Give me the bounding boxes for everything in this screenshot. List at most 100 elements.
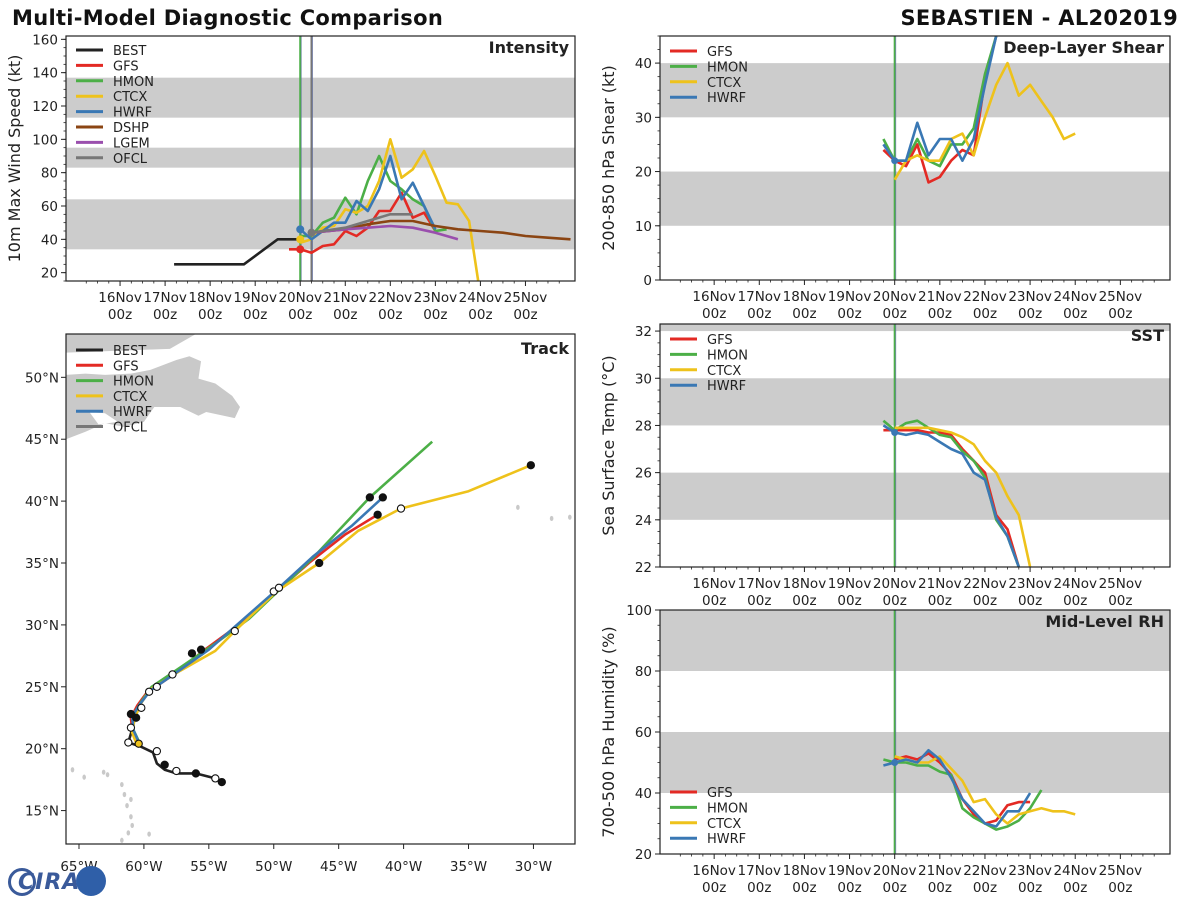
rh-xtick-label: 00z bbox=[883, 880, 907, 896]
track-marker bbox=[172, 766, 181, 776]
intensity-ytick-label: 60 bbox=[41, 199, 58, 215]
island bbox=[516, 504, 520, 510]
intensity-init-marker bbox=[307, 228, 316, 237]
rh-ytick-label: 60 bbox=[635, 725, 652, 741]
rh-title: Mid-Level RH bbox=[1045, 612, 1164, 631]
rh-xtick-label: 24Nov bbox=[1053, 863, 1097, 879]
intensity-series-lgem bbox=[311, 224, 459, 241]
sst-legend-label: GFS bbox=[707, 333, 733, 348]
track-marker bbox=[396, 504, 406, 513]
island bbox=[129, 796, 133, 803]
sst-ytick-label: 22 bbox=[635, 560, 652, 576]
track-lat-label: 20°N bbox=[25, 742, 59, 758]
track-marker bbox=[373, 510, 382, 519]
intensity-xtick-label: 00z bbox=[198, 307, 222, 323]
intensity-series-group bbox=[174, 138, 571, 281]
shear-xtick-label: 21Nov bbox=[918, 289, 962, 305]
island bbox=[130, 822, 135, 829]
intensity-ytick-label: 80 bbox=[41, 166, 58, 182]
track-marker bbox=[274, 583, 284, 592]
shear-legend-label: CTCX bbox=[707, 76, 741, 91]
sst-band bbox=[660, 472, 1170, 520]
shear-series-group bbox=[882, 36, 1076, 184]
shear-xtick-label: 00z bbox=[747, 306, 771, 322]
sst-xtick-label: 23Nov bbox=[1008, 576, 1052, 592]
island bbox=[590, 526, 594, 531]
rh-xtick-label: 17Nov bbox=[738, 863, 782, 879]
rh-xtick-label: 22Nov bbox=[963, 863, 1007, 879]
intensity-xtick-label: 00z bbox=[378, 307, 402, 323]
shear-xtick-label: 00z bbox=[837, 306, 861, 322]
storm-title: SEBASTIEN - AL202019 bbox=[900, 6, 1178, 30]
intensity-ytick-label: 140 bbox=[32, 66, 58, 82]
rh-init-marker bbox=[891, 759, 899, 766]
island bbox=[105, 772, 110, 778]
track-lat-label: 45°N bbox=[25, 432, 59, 448]
sst-xtick-label: 00z bbox=[747, 593, 771, 609]
intensity-xtick-label: 22Nov bbox=[369, 290, 413, 306]
shear-xtick-label: 00z bbox=[702, 306, 726, 322]
track-marker bbox=[315, 558, 324, 568]
sst-series-hwrf bbox=[882, 424, 1021, 567]
island bbox=[549, 515, 554, 522]
intensity-xtick-label: 00z bbox=[243, 307, 267, 323]
shear-chart: 01020304016Nov00z17Nov00z18Nov00z19Nov00… bbox=[599, 35, 1171, 322]
sst-xtick-label: 00z bbox=[883, 593, 907, 609]
intensity-ytick-label: 100 bbox=[32, 132, 58, 148]
rh-xtick-label: 19Nov bbox=[828, 863, 872, 879]
rh-xtick-label: 21Nov bbox=[918, 863, 962, 879]
rh-xtick-label: 00z bbox=[792, 880, 816, 896]
sst-band bbox=[660, 378, 1170, 426]
sst-xtick-label: 25Nov bbox=[1099, 576, 1143, 592]
track-lon-label: 50°W bbox=[255, 859, 292, 875]
sst-legend-label: HWRF bbox=[707, 379, 746, 394]
intensity-series-best bbox=[174, 238, 301, 266]
shear-ytick-label: 40 bbox=[635, 56, 652, 72]
sst-xtick-label: 20Nov bbox=[873, 576, 917, 592]
intensity-xtick-label: 17Nov bbox=[143, 290, 187, 306]
island bbox=[126, 830, 131, 836]
shear-legend-label: GFS bbox=[707, 45, 733, 60]
track-marker bbox=[126, 723, 136, 732]
shear-ytick-label: 0 bbox=[643, 273, 652, 289]
intensity-xtick-label: 18Nov bbox=[188, 290, 232, 306]
shear-title: Deep-Layer Shear bbox=[1003, 38, 1164, 57]
intensity-xtick-label: 21Nov bbox=[324, 290, 368, 306]
rh-xtick-label: 25Nov bbox=[1099, 863, 1143, 879]
intensity-xtick-label: 00z bbox=[333, 307, 357, 323]
rh-ytick-label: 20 bbox=[635, 847, 652, 863]
track-legend-label: BEST bbox=[113, 344, 146, 359]
intensity-legend-label: BEST bbox=[113, 44, 146, 59]
island bbox=[568, 514, 572, 520]
track-marker bbox=[230, 626, 239, 636]
rh-legend-label: HWRF bbox=[707, 832, 746, 847]
gulf-water bbox=[89, 411, 118, 425]
track-lat-label: 30°N bbox=[25, 618, 59, 634]
intensity-series-ofcl bbox=[311, 213, 413, 234]
rh-series-hmon bbox=[883, 758, 1043, 831]
track-marker bbox=[187, 649, 197, 658]
shear-xtick-label: 00z bbox=[1108, 306, 1132, 322]
track-lon-label: 55°W bbox=[190, 859, 227, 875]
shear-xtick-label: 23Nov bbox=[1008, 289, 1052, 305]
intensity-ytick-label: 120 bbox=[32, 99, 58, 115]
shear-xtick-label: 00z bbox=[1018, 306, 1042, 322]
sst-frame bbox=[659, 323, 1171, 568]
intensity-legend-label: GFS bbox=[113, 59, 139, 74]
land-mass bbox=[66, 334, 196, 353]
rh-xtick-label: 00z bbox=[1108, 880, 1132, 896]
track-marker bbox=[365, 493, 374, 502]
shear-series-hwrf bbox=[882, 36, 998, 162]
intensity-legend-label: OFCL bbox=[113, 152, 148, 167]
rh-series-ctcx bbox=[894, 755, 1076, 825]
track-frame bbox=[65, 333, 576, 845]
shear-band bbox=[660, 171, 1170, 226]
intensity-ytick-label: 160 bbox=[32, 32, 58, 48]
track-marker bbox=[217, 777, 226, 787]
intensity-xtick-label: 00z bbox=[153, 307, 177, 323]
track-lat-label: 25°N bbox=[25, 680, 59, 696]
intensity-ylabel: 10m Max Wind Speed (kt) bbox=[5, 55, 24, 263]
intensity-xtick-label: 25Nov bbox=[504, 290, 548, 306]
sst-ytick-label: 24 bbox=[635, 513, 652, 529]
